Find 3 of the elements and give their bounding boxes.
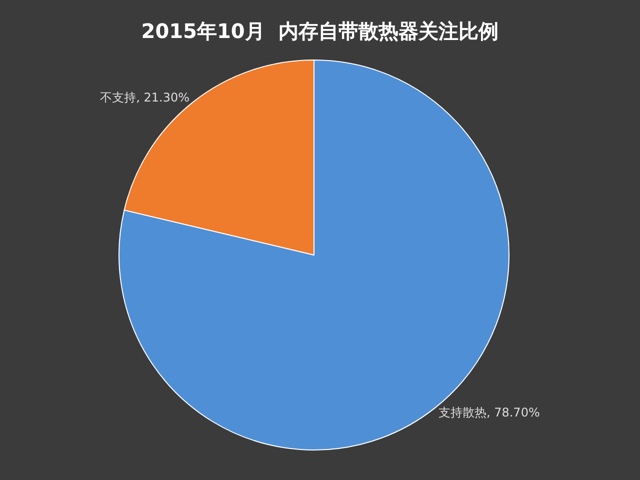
slice-label: 支持散热, 78.70% [438, 405, 540, 420]
slice-label: 不支持, 21.30% [100, 90, 190, 105]
chart-title: 2015年10月 内存自带散热器关注比例 [141, 19, 499, 43]
